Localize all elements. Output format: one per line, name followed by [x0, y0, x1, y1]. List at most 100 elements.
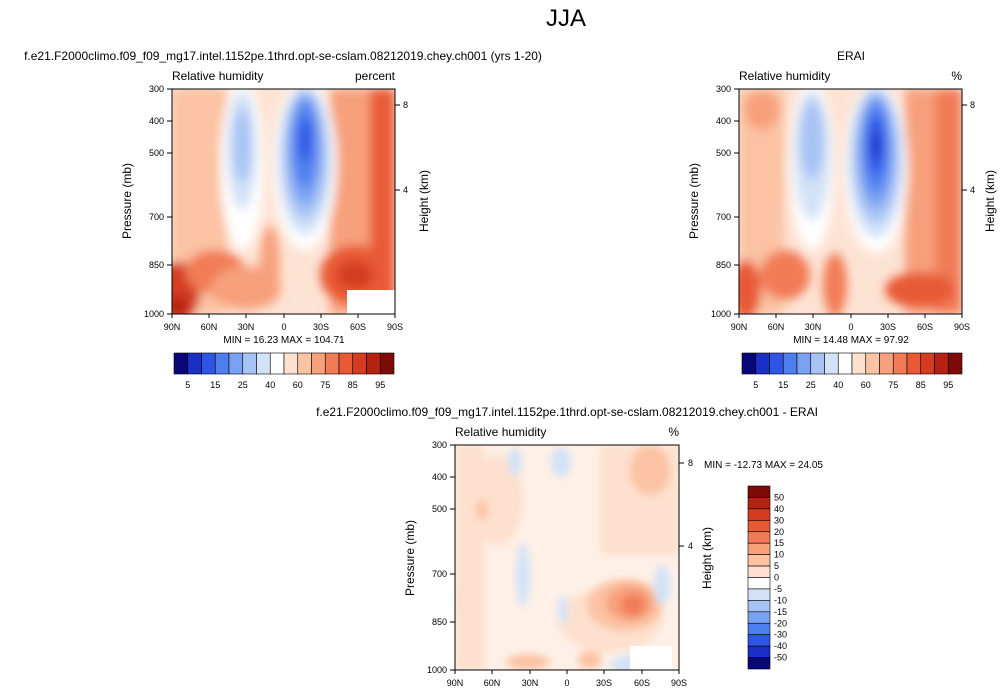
colorbar-swatch	[934, 352, 949, 375]
panel-diff-ylabel: Pressure (mb)	[403, 520, 417, 596]
panel-model-ytick: 300	[149, 84, 164, 94]
colorbar-swatch	[747, 497, 771, 510]
panel-model-colorbar: 5 15 25 40 60 75 85 95	[173, 352, 395, 390]
colorbar-swatch	[892, 352, 908, 375]
colorbar-label: 85	[916, 380, 926, 390]
panel-diff-height-tick: 8	[688, 458, 693, 468]
colorbar-swatch	[187, 352, 202, 375]
colorbar-swatch	[747, 622, 771, 635]
panel-diff-xtick: 90S	[671, 678, 687, 688]
colorbar-label: 95	[375, 380, 385, 390]
colorbar-swatch	[837, 352, 853, 375]
colorbar-label: 60	[293, 380, 303, 390]
panel-model-xtick: 90S	[387, 322, 403, 332]
panel-model-ytick: 500	[149, 148, 164, 158]
colorbar-swatch	[824, 352, 839, 375]
panel-model-field	[172, 89, 395, 314]
panel-diff-xtick: 30N	[522, 678, 539, 688]
colorbar-swatch	[747, 565, 771, 578]
colorbar-label: 5	[753, 380, 758, 390]
panel-model-variable-label: Relative humidity	[172, 69, 263, 83]
colorbar-label: 5	[774, 561, 779, 571]
panel-erai-ytick: 700	[716, 212, 731, 222]
panel-erai-xtick: 60S	[917, 322, 933, 332]
colorbar-label: 15	[210, 380, 220, 390]
colorbar-label: -50	[774, 653, 787, 663]
colorbar-swatch	[214, 352, 230, 375]
colorbar-swatch	[769, 352, 784, 375]
colorbar-swatch	[747, 485, 771, 498]
panel-model-ytick: 850	[149, 260, 164, 270]
panel-erai-height-tick: 4	[970, 185, 975, 195]
panel-model-xtick: 0	[281, 322, 286, 332]
colorbar-swatch	[352, 352, 367, 375]
panel-erai-height-tick: 8	[970, 100, 975, 110]
panel-erai-xtick: 90N	[731, 322, 748, 332]
panel-diff-ylabel-right: Height (km)	[700, 527, 714, 589]
colorbar-label: 40	[833, 380, 843, 390]
colorbar-label: 25	[806, 380, 816, 390]
colorbar-swatch	[366, 352, 381, 375]
panel-model-xtick: 90N	[164, 322, 181, 332]
colorbar-label: 5	[185, 380, 190, 390]
colorbar-label: 25	[238, 380, 248, 390]
panel-model-ylabel: Pressure (mb)	[120, 163, 134, 239]
panel-erai-y-axis: 300 400 500 700 850 1000	[711, 84, 739, 319]
colorbar-swatch	[796, 352, 812, 375]
panel-erai-stats: MIN = 14.48 MAX = 97.92	[793, 335, 909, 346]
panel-diff-ytick: 300	[432, 440, 447, 450]
panel-diff-stats: MIN = -12.73 MAX = 24.05	[704, 460, 823, 471]
panel-diff-xtick: 30S	[596, 678, 612, 688]
panel-diff: f.e21.F2000climo.f09_f09_mg17.intel.1152…	[316, 405, 823, 688]
colorbar-swatch	[747, 588, 771, 601]
colorbar-swatch	[747, 531, 771, 544]
colorbar-swatch	[747, 600, 771, 613]
colorbar-label: 10	[774, 550, 784, 560]
colorbar-swatch	[920, 352, 935, 375]
panel-diff-height-tick: 4	[688, 541, 693, 551]
panel-model-y-axis: 300 400 500 700 850 1000	[144, 84, 172, 319]
panel-model: f.e21.F2000climo.f09_f09_mg17.intel.1152…	[24, 49, 542, 390]
panel-model-xtick: 30S	[313, 322, 329, 332]
colorbar-swatch	[228, 352, 244, 375]
colorbar-swatch	[747, 520, 771, 533]
panel-diff-xtick: 90N	[447, 678, 464, 688]
colorbar-swatch	[782, 352, 798, 375]
colorbar-swatch	[747, 657, 771, 670]
panel-model-ylabel-right: Height (km)	[417, 170, 431, 232]
colorbar-label: 85	[348, 380, 358, 390]
panel-diff-field	[455, 445, 679, 670]
colorbar-label: 15	[778, 380, 788, 390]
panel-model-x-axis: 90N 60N 30N 0 30S 60S 90S	[164, 314, 403, 332]
panel-model-xtick: 60N	[201, 322, 218, 332]
panel-diff-height-axis: 8 4 Height (km)	[679, 458, 714, 589]
panel-diff-ytick: 500	[432, 504, 447, 514]
colorbar-swatch	[173, 352, 189, 375]
panel-model-height-tick: 8	[403, 100, 408, 110]
panel-erai: ERAI Relative humidity %	[687, 49, 997, 390]
colorbar-swatch	[324, 352, 340, 375]
colorbar-label: -40	[774, 641, 787, 651]
panel-model-ytick: 400	[149, 116, 164, 126]
panel-erai-units-label: %	[951, 69, 962, 83]
panel-erai-xtick: 0	[848, 322, 853, 332]
colorbar-swatch	[242, 352, 257, 375]
panel-model-units-label: percent	[355, 69, 396, 83]
colorbar-label: 0	[774, 573, 779, 583]
panel-model-stats: MIN = 16.23 MAX = 104.71	[223, 335, 345, 346]
panel-erai-ytick: 500	[716, 148, 731, 158]
colorbar-swatch	[755, 352, 770, 375]
colorbar-swatch	[747, 508, 771, 521]
colorbar-label: 75	[888, 380, 898, 390]
colorbar-label: 50	[774, 492, 784, 502]
panel-erai-ytick: 850	[716, 260, 731, 270]
panel-erai-ytick: 1000	[711, 309, 731, 319]
colorbar-swatch	[297, 352, 312, 375]
colorbar-label: -5	[774, 584, 782, 594]
colorbar-label: 95	[943, 380, 953, 390]
panel-model-xtick: 30N	[238, 322, 255, 332]
colorbar-label: -20	[774, 618, 787, 628]
colorbar-label: -15	[774, 607, 787, 617]
main-title: JJA	[546, 5, 586, 32]
